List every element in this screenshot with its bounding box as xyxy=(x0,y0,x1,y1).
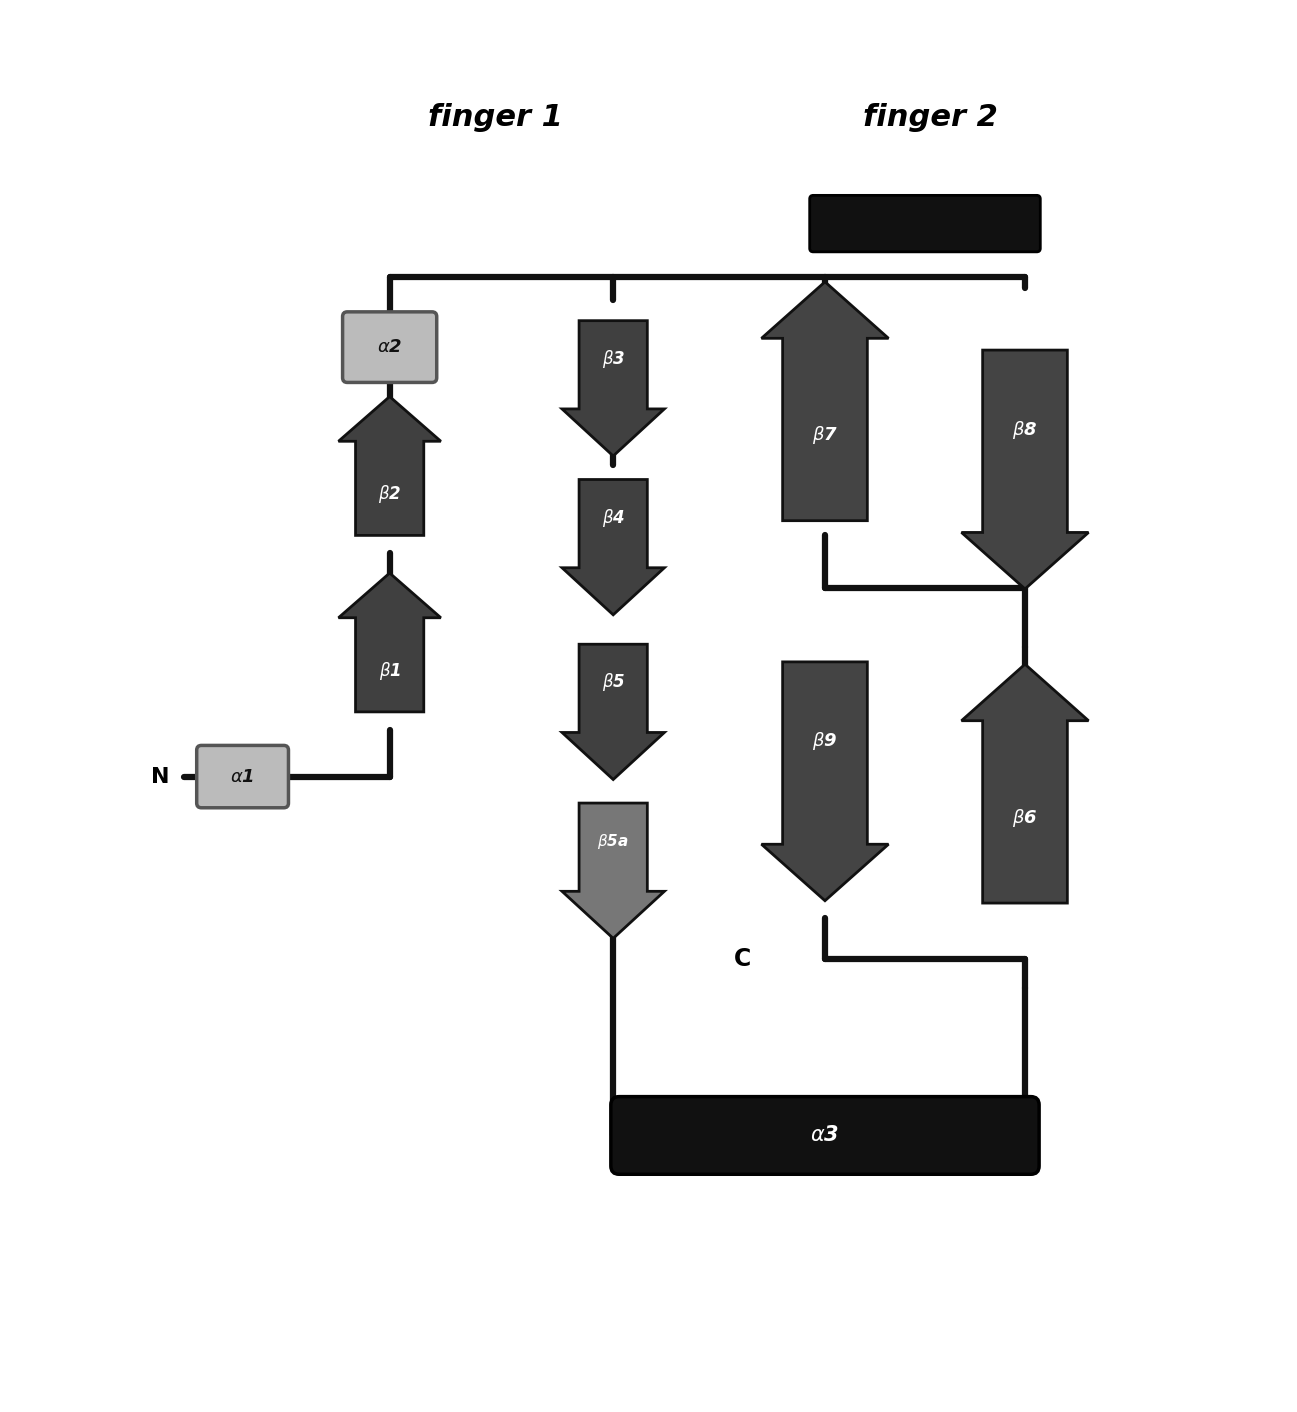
Polygon shape xyxy=(562,321,664,456)
Polygon shape xyxy=(761,662,888,901)
Text: $\beta$2: $\beta$2 xyxy=(377,483,401,505)
Text: $\alpha$3: $\alpha$3 xyxy=(811,1125,839,1145)
Polygon shape xyxy=(961,664,1088,904)
Polygon shape xyxy=(339,573,441,712)
FancyBboxPatch shape xyxy=(342,312,437,383)
Text: finger 1: finger 1 xyxy=(428,103,563,133)
Text: $\alpha$1: $\alpha$1 xyxy=(231,768,254,785)
Text: finger 2: finger 2 xyxy=(864,103,999,133)
Text: $\beta$7: $\beta$7 xyxy=(812,425,838,446)
Polygon shape xyxy=(761,282,888,521)
FancyBboxPatch shape xyxy=(809,195,1040,251)
Text: $\beta$5a: $\beta$5a xyxy=(598,832,629,851)
FancyBboxPatch shape xyxy=(611,1097,1039,1175)
FancyBboxPatch shape xyxy=(197,746,288,808)
Text: $\beta$1: $\beta$1 xyxy=(379,659,401,682)
Polygon shape xyxy=(339,397,441,535)
Text: C: C xyxy=(734,947,751,971)
Polygon shape xyxy=(562,480,664,614)
Text: $\beta$6: $\beta$6 xyxy=(1012,806,1038,829)
Text: N: N xyxy=(150,767,170,786)
Text: $\beta$3: $\beta$3 xyxy=(602,347,625,370)
Text: $\beta$9: $\beta$9 xyxy=(812,730,838,753)
Polygon shape xyxy=(961,350,1088,589)
Text: $\beta$5: $\beta$5 xyxy=(602,672,625,693)
Polygon shape xyxy=(562,803,664,939)
Text: $\beta$4: $\beta$4 xyxy=(602,507,625,528)
Text: $\beta$8: $\beta$8 xyxy=(1013,418,1038,441)
Text: $\alpha$2: $\alpha$2 xyxy=(377,337,402,356)
Polygon shape xyxy=(562,644,664,779)
